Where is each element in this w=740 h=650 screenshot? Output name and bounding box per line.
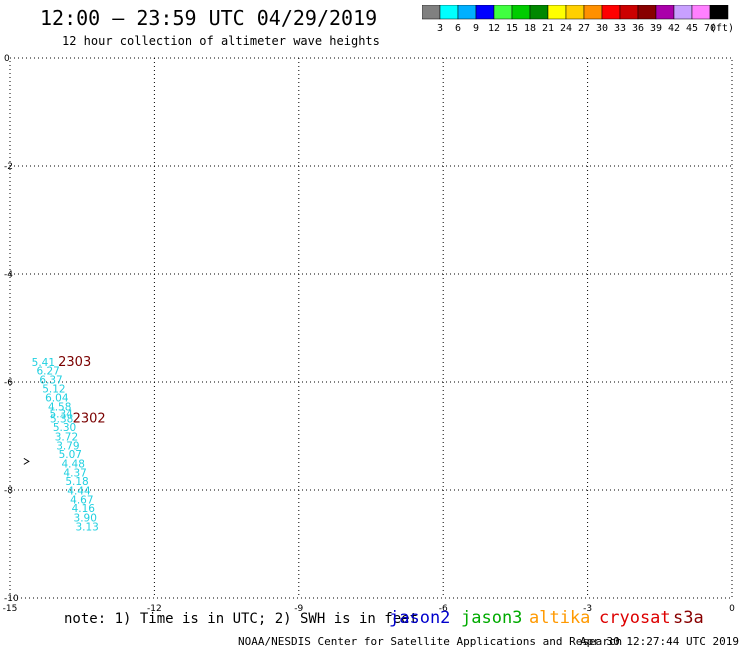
longitude-tick-label: -3 (583, 604, 592, 614)
wave-height-label: 6.27 (36, 365, 59, 377)
legend-altika: altika (529, 608, 591, 628)
map-frame (9, 57, 733, 599)
wave-height-colorbar: 3 6 9 12 15 18 21 24 27 30 33 36 39 42 45 70(ft) (422, 5, 734, 34)
pass-time-label: 2302 (73, 412, 106, 427)
colorbar-tick-label: 36 (632, 23, 644, 34)
colorbar-tick-label: 39 (650, 23, 662, 34)
colorbar-unit-label: (ft) (710, 23, 734, 34)
latitude-tick-label: -2 (4, 162, 13, 172)
colorbar-tick-label: 21 (542, 23, 554, 34)
latitude-tick-label: -6 (4, 378, 13, 388)
units-note: note: 1) Time is in UTC; 2) SWH is in fe… (64, 611, 419, 627)
legend-cryosat: cryosat (599, 608, 671, 628)
wave-height-label: 4.16 (72, 503, 96, 515)
colorbar-tick-label: 42 (668, 23, 680, 34)
colorbar-tick-label: 12 (488, 23, 500, 34)
wave-height-label: 5.07 (59, 449, 82, 461)
longitude-tick-label: -6 (439, 604, 448, 614)
wave-height-label: 4.37 (63, 468, 86, 480)
wave-height-label: 5.38 (50, 414, 73, 426)
latitude-tick-label: -4 (4, 270, 13, 280)
wave-height-label: 6.37 (39, 375, 62, 387)
colorbar-tick-label: 70 (704, 23, 716, 34)
wave-height-label: 5.41 (32, 357, 55, 369)
generated-timestamp: Apr 30 12:27:44 UTC 2019 (580, 635, 739, 648)
latitude-tick-label: -10 (4, 594, 19, 604)
wave-height-label: 6.04 (45, 392, 69, 404)
longitude-tick-label: -15 (3, 604, 18, 614)
colorbar-tick-label: 33 (614, 23, 626, 34)
map-title: 12:00 – 23:59 UTC 04/29/2019 (40, 6, 378, 30)
colorbar-tick-label: 30 (596, 23, 608, 34)
longitude-tick-label: -12 (147, 604, 162, 614)
colorbar-tick-label: 45 (686, 23, 698, 34)
wave-height-label: 3.72 (55, 431, 78, 443)
colorbar-tick-label: 15 (506, 23, 518, 34)
wave-height-label: 4.44 (67, 485, 91, 497)
colorbar-tick-label: 24 (560, 23, 572, 34)
legend-jason2: jason2 (389, 608, 451, 628)
wave-height-label: 3.13 (75, 522, 98, 534)
wave-height-label: 4.67 (70, 495, 93, 507)
wave-height-label: 5.12 (42, 383, 65, 395)
colorbar-tick-label: 27 (578, 23, 590, 34)
latitude-tick-label: 0 (4, 54, 10, 64)
wave-height-label: 3.79 (56, 441, 79, 453)
wave-height-label: 5.30 (53, 422, 76, 434)
track-marker (23, 457, 30, 465)
longitude-tick-label: -9 (294, 604, 303, 614)
wave-height-label: 5.34 (49, 409, 73, 421)
colorbar-swatch (709, 5, 729, 20)
wave-height-label: 4.58 (48, 402, 71, 414)
map-subtitle: 12 hour collection of altimeter wave hei… (62, 34, 380, 48)
legend-s3a: s3a (673, 608, 704, 628)
pass-time-label: 2303 (58, 355, 91, 370)
colorbar-tick-label: 18 (524, 23, 536, 34)
latitude-tick-label: -8 (4, 486, 13, 496)
wave-height-label: 3.90 (74, 512, 97, 524)
wave-height-label: 4.48 (62, 458, 85, 470)
legend-jason3: jason3 (461, 608, 523, 628)
wave-height-label: 5.18 (65, 476, 88, 488)
longitude-tick-label: 0 (729, 604, 735, 614)
credit-line: NOAA/NESDIS Center for Satellite Applica… (238, 635, 623, 648)
colorbar-tick-label: 6 (455, 23, 461, 34)
colorbar-tick-label: 9 (473, 23, 479, 34)
colorbar-tick-label: 3 (437, 23, 443, 34)
